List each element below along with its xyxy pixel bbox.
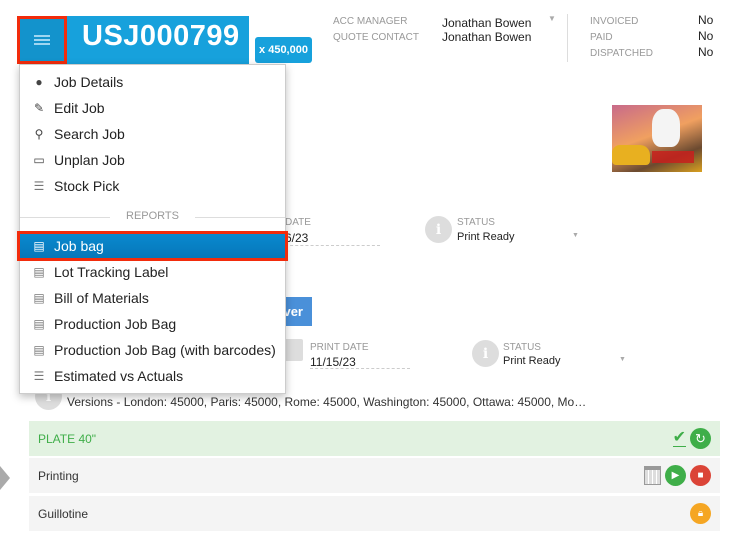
calendar-icon[interactable] xyxy=(644,466,661,485)
menu-item-estimated-vs-actuals[interactable]: ☰ Estimated vs Actuals xyxy=(20,363,285,389)
menu-item-label: Unplan Job xyxy=(54,152,125,168)
print-date-value[interactable]: 11/15/23 xyxy=(310,355,356,369)
operation-name: Printing xyxy=(38,468,79,483)
menu-item-label: Production Job Bag xyxy=(54,316,177,332)
menu-item-edit-job[interactable]: ✎ Edit Job xyxy=(20,95,285,121)
quote-contact-label: QUOTE CONTACT xyxy=(333,32,419,43)
caret-down-icon[interactable]: ▼ xyxy=(619,356,626,363)
paid-label: PAID xyxy=(590,32,613,43)
stop-icon[interactable]: ■ xyxy=(690,465,711,486)
date-value[interactable]: 6/23 xyxy=(285,231,309,245)
report-icon: ▤ xyxy=(33,317,45,331)
status-select[interactable]: Print Ready xyxy=(457,231,515,243)
dispatched-label: DISPATCHED xyxy=(590,48,653,59)
operation-row[interactable]: PLATE 40" ✔ ↻ xyxy=(29,421,720,456)
print-date-underline xyxy=(310,368,410,369)
operation-name: PLATE 40" xyxy=(38,431,97,446)
status-select[interactable]: Print Ready xyxy=(503,355,561,367)
menu-item-label: Production Job Bag (with barcodes) xyxy=(54,342,276,358)
menu-item-label: Lot Tracking Label xyxy=(54,264,169,280)
report-icon: ▤ xyxy=(33,265,45,279)
print-date-label: PRINT DATE xyxy=(310,342,369,353)
job-menu-dropdown: ● Job Details ✎ Edit Job ⚲ Search Job ▭ Unpl… xyxy=(17,64,288,394)
versions-text: Versions - London: 45000, Paris: 45000, … xyxy=(67,395,587,409)
menu-item-unplan-job[interactable]: ▭ Unplan Job xyxy=(20,147,285,173)
caret-down-icon[interactable]: ▼ xyxy=(548,14,556,23)
report-icon: ▤ xyxy=(33,239,45,253)
operation-name: Guillotine xyxy=(38,506,89,521)
info-icon: i xyxy=(472,340,499,367)
reports-section-header: REPORTS xyxy=(20,210,285,222)
menu-item-production-job-bag[interactable]: ▤ Production Job Bag xyxy=(20,311,285,337)
acc-manager-label: ACC MANAGER xyxy=(333,16,408,27)
quantity-badge: x 450,000 xyxy=(255,37,312,63)
date-underline xyxy=(285,245,380,246)
menu-item-search-job[interactable]: ⚲ Search Job xyxy=(20,121,285,147)
quote-contact: Jonathan Bowen xyxy=(442,30,532,44)
menu-item-bill-of-materials[interactable]: ▤ Bill of Materials xyxy=(20,285,285,311)
menu-item-label: Bill of Materials xyxy=(54,290,149,306)
current-operation-arrow-icon xyxy=(0,466,10,490)
status-label: STATUS xyxy=(503,342,541,353)
menu-item-job-details[interactable]: ● Job Details xyxy=(20,69,285,95)
menu-toggle-button[interactable] xyxy=(17,16,67,64)
date-label: DATE xyxy=(285,217,311,228)
acc-manager-select[interactable]: Jonathan Bowen xyxy=(442,16,532,30)
operation-row[interactable]: Guillotine 🔒︎ xyxy=(29,496,720,531)
calendar-icon: ▭ xyxy=(33,153,45,167)
menu-item-label: Edit Job xyxy=(54,100,105,116)
dispatched-value: No xyxy=(698,45,714,59)
menu-item-label: Job Details xyxy=(54,74,124,90)
checkmark-icon: ✔ xyxy=(672,429,686,447)
invoiced-label: INVOICED xyxy=(590,16,639,27)
menu-item-label: Job bag xyxy=(54,238,104,254)
info-circle-icon: ● xyxy=(35,75,43,89)
menu-item-label: Stock Pick xyxy=(54,178,120,194)
job-artwork-thumbnail xyxy=(612,105,702,172)
stack-icon: ☰ xyxy=(33,369,45,383)
report-icon: ▤ xyxy=(33,291,45,305)
play-icon[interactable]: ▶ xyxy=(665,465,686,486)
calendar-icon xyxy=(283,339,303,361)
menu-item-label: Estimated vs Actuals xyxy=(54,368,184,384)
job-number: USJ000799 xyxy=(82,20,240,52)
divider xyxy=(567,14,568,62)
invoiced-value: No xyxy=(698,13,714,27)
operation-row[interactable]: Printing ▶ ■ xyxy=(29,458,720,493)
search-icon: ⚲ xyxy=(34,127,44,141)
info-icon: i xyxy=(425,216,452,243)
report-icon: ▤ xyxy=(33,343,45,357)
caret-down-icon[interactable]: ▼ xyxy=(572,232,579,239)
menu-item-label: Search Job xyxy=(54,126,125,142)
status-label: STATUS xyxy=(457,217,495,228)
hamburger-icon xyxy=(34,33,50,47)
action-button-label: ver xyxy=(283,304,303,319)
edit-icon: ✎ xyxy=(33,101,45,115)
refresh-icon[interactable]: ↻ xyxy=(690,428,711,449)
menu-item-production-job-bag-barcodes[interactable]: ▤ Production Job Bag (with barcodes) xyxy=(20,337,285,363)
menu-item-job-bag[interactable]: ▤ Job bag xyxy=(20,233,285,259)
menu-item-lot-tracking-label[interactable]: ▤ Lot Tracking Label xyxy=(20,259,285,285)
paid-value: No xyxy=(698,29,714,43)
menu-item-stock-pick[interactable]: ☰ Stock Pick xyxy=(20,173,285,199)
stack-icon: ☰ xyxy=(33,179,45,193)
lock-icon[interactable]: 🔒︎ xyxy=(690,503,711,524)
